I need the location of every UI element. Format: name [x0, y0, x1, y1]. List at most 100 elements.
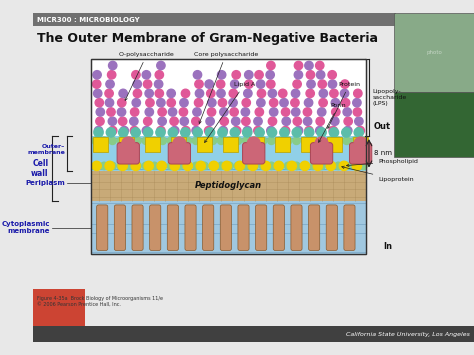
Circle shape: [353, 108, 362, 116]
Circle shape: [105, 161, 114, 170]
Bar: [34, 12, 396, 27]
Circle shape: [317, 128, 326, 137]
Circle shape: [304, 128, 314, 137]
Circle shape: [331, 117, 339, 125]
Circle shape: [159, 162, 166, 170]
Circle shape: [171, 126, 179, 135]
Text: Periplasm: Periplasm: [25, 180, 65, 186]
Circle shape: [248, 161, 257, 170]
Circle shape: [230, 128, 239, 137]
Circle shape: [145, 108, 154, 116]
Circle shape: [261, 161, 271, 170]
Circle shape: [255, 108, 264, 116]
Circle shape: [204, 126, 213, 135]
Circle shape: [195, 89, 204, 98]
FancyBboxPatch shape: [310, 143, 333, 164]
Circle shape: [329, 128, 338, 137]
Circle shape: [276, 137, 283, 144]
Text: Cell
wall: Cell wall: [31, 159, 48, 178]
Circle shape: [316, 126, 324, 135]
Circle shape: [142, 137, 150, 144]
Text: Cytoplasmic
membrane: Cytoplasmic membrane: [2, 221, 50, 234]
FancyBboxPatch shape: [145, 137, 160, 152]
Circle shape: [131, 128, 140, 137]
FancyBboxPatch shape: [353, 137, 368, 152]
Circle shape: [219, 126, 228, 135]
Text: Out: Out: [374, 122, 391, 131]
Circle shape: [132, 71, 140, 79]
Circle shape: [280, 128, 289, 137]
Bar: [394, 12, 474, 92]
Circle shape: [167, 162, 175, 170]
Circle shape: [109, 61, 117, 70]
Circle shape: [292, 89, 300, 98]
Circle shape: [292, 108, 300, 116]
Circle shape: [254, 117, 262, 125]
Circle shape: [192, 137, 200, 144]
Circle shape: [96, 117, 104, 125]
Circle shape: [100, 162, 108, 170]
Circle shape: [318, 108, 326, 116]
Circle shape: [294, 71, 302, 79]
Circle shape: [226, 137, 233, 144]
Circle shape: [266, 80, 275, 88]
FancyBboxPatch shape: [238, 205, 249, 251]
Circle shape: [293, 80, 301, 88]
Circle shape: [247, 137, 260, 150]
Circle shape: [254, 126, 262, 135]
Circle shape: [268, 137, 275, 144]
Text: Protein: Protein: [328, 82, 360, 128]
Circle shape: [360, 162, 367, 170]
Circle shape: [326, 137, 334, 144]
Circle shape: [292, 128, 301, 137]
Circle shape: [259, 162, 267, 170]
Circle shape: [109, 126, 117, 135]
Text: Peptidoglycan: Peptidoglycan: [195, 181, 262, 190]
Circle shape: [142, 162, 150, 170]
Bar: [91, 59, 366, 254]
Circle shape: [332, 108, 340, 116]
Circle shape: [206, 117, 214, 125]
Circle shape: [234, 137, 242, 144]
Circle shape: [339, 161, 348, 170]
Circle shape: [251, 162, 258, 170]
Circle shape: [94, 126, 103, 135]
Circle shape: [294, 126, 303, 135]
Circle shape: [170, 161, 179, 170]
Circle shape: [318, 162, 325, 170]
Circle shape: [305, 61, 313, 70]
Circle shape: [106, 128, 116, 137]
Circle shape: [93, 89, 102, 98]
Circle shape: [159, 137, 166, 144]
Circle shape: [201, 137, 208, 144]
Circle shape: [180, 117, 189, 125]
Circle shape: [303, 117, 312, 125]
Circle shape: [157, 161, 166, 170]
Text: Core polysaccharide: Core polysaccharide: [194, 52, 258, 124]
Circle shape: [184, 162, 191, 170]
Circle shape: [244, 89, 252, 98]
Text: 8 nm: 8 nm: [374, 150, 392, 156]
Circle shape: [259, 137, 267, 144]
Circle shape: [293, 137, 300, 144]
Circle shape: [118, 108, 126, 116]
Circle shape: [255, 71, 263, 79]
Circle shape: [341, 98, 350, 107]
Circle shape: [106, 80, 114, 88]
Circle shape: [109, 162, 116, 170]
Circle shape: [155, 71, 164, 79]
Circle shape: [280, 98, 288, 107]
Circle shape: [243, 137, 250, 144]
Bar: [91, 201, 366, 254]
Circle shape: [301, 162, 309, 170]
Circle shape: [158, 108, 166, 116]
Circle shape: [360, 137, 367, 144]
Circle shape: [284, 137, 292, 144]
Circle shape: [335, 162, 342, 170]
Circle shape: [218, 128, 227, 137]
Circle shape: [168, 108, 177, 116]
Circle shape: [354, 137, 367, 150]
FancyBboxPatch shape: [249, 137, 264, 152]
FancyBboxPatch shape: [117, 143, 139, 164]
Circle shape: [156, 128, 165, 137]
